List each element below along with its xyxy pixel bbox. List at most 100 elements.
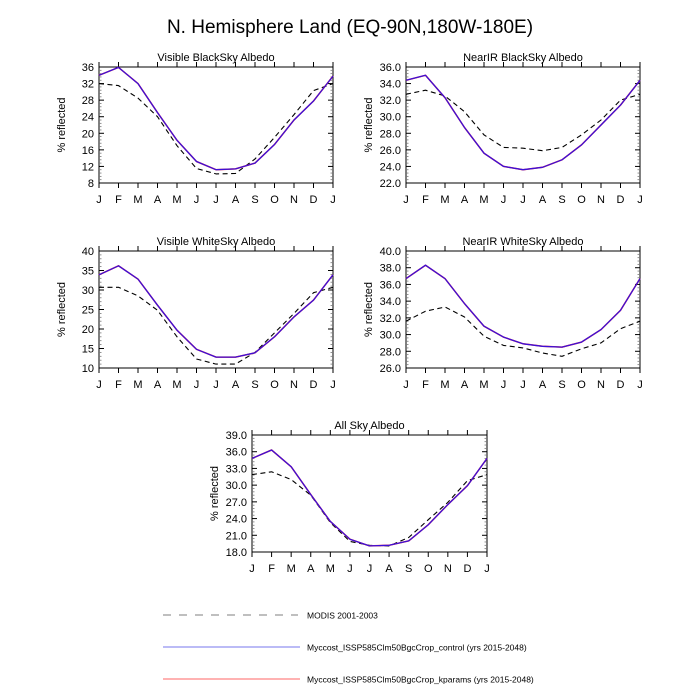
legend-entry-modis: MODIS 2001-2003: [163, 611, 378, 621]
x-tick-label: F: [115, 379, 122, 391]
y-tick-label: 35: [82, 266, 94, 278]
series-line-kparams: [98, 265, 334, 358]
x-tick-label: J: [213, 194, 219, 206]
x-tick-label: N: [444, 563, 452, 575]
x-tick-label: J: [194, 379, 200, 391]
panel-nearir-blacksky: NearIR BlackSky Albedo % reflected 22.0 24.…: [363, 52, 643, 206]
y-tick-label: 32.0: [380, 313, 401, 325]
x-tick-label: O: [270, 194, 279, 206]
y-tick-label: 30.0: [380, 330, 401, 342]
panel-title: NearIR BlackSky Albedo: [463, 52, 583, 64]
x-tick-label: M: [479, 194, 488, 206]
x-tick-label: J: [96, 379, 102, 391]
y-tick-label: 28.0: [380, 346, 401, 358]
x-tick-label: J: [249, 563, 255, 575]
y-tick-label: 38.0: [380, 263, 401, 275]
y-tick-label: 40: [82, 246, 94, 258]
x-tick-label: J: [520, 379, 526, 391]
y-tick-label: 26.0: [380, 363, 401, 375]
x-tick-label: O: [577, 379, 586, 391]
x-tick-label: M: [287, 563, 296, 575]
y-tick-label: 36: [82, 62, 94, 74]
panel-title: NearIR WhiteSky Albedo: [462, 236, 583, 248]
y-axis-label: % reflected: [56, 97, 68, 152]
x-tick-label: D: [463, 563, 471, 575]
legend-entry-control: Myccost_ISSP585Clm50BgcCrop_control (yrs…: [163, 643, 527, 653]
x-tick-label: A: [539, 379, 547, 391]
series-line-kparams: [405, 74, 641, 171]
x-tick-label: A: [154, 379, 162, 391]
series-line-control: [98, 66, 334, 171]
y-tick-label: 24: [82, 112, 94, 124]
x-tick-label: J: [347, 563, 353, 575]
x-tick-label: O: [577, 194, 586, 206]
legend-entry-kparams: Myccost_ISSP585Clm50BgcCrop_kparams (yrs…: [163, 675, 534, 685]
y-tick-label: 34.0: [380, 79, 401, 91]
x-tick-label: J: [194, 194, 200, 206]
legend-label-kparams: Myccost_ISSP585Clm50BgcCrop_kparams (yrs…: [307, 675, 534, 685]
x-tick-label: J: [501, 194, 507, 206]
series-line-kparams: [405, 264, 641, 348]
panel-nearir-whitesky: NearIR WhiteSky Albedo % reflected 26.0 28.…: [363, 236, 643, 391]
y-tick-label: 40.0: [380, 246, 401, 258]
x-tick-label: N: [290, 194, 298, 206]
x-tick-label: M: [172, 379, 181, 391]
legend-label-control: Myccost_ISSP585Clm50BgcCrop_control (yrs…: [307, 643, 527, 653]
x-tick-label: A: [461, 379, 469, 391]
y-axis-label: % reflected: [56, 282, 68, 337]
x-tick-label: S: [251, 379, 258, 391]
x-tick-label: J: [637, 194, 643, 206]
y-tick-label: 26.0: [380, 145, 401, 157]
x-tick-label: J: [403, 194, 409, 206]
y-tick-label: 27.0: [226, 497, 247, 509]
x-tick-label: J: [330, 194, 336, 206]
x-tick-label: J: [484, 563, 490, 575]
x-tick-label: M: [133, 194, 142, 206]
y-axis-label: % reflected: [209, 466, 221, 521]
x-tick-label: M: [172, 194, 181, 206]
x-tick-label: A: [307, 563, 315, 575]
y-tick-label: 18.0: [226, 547, 247, 559]
x-tick-label: J: [213, 379, 219, 391]
y-tick-label: 30.0: [226, 480, 247, 492]
x-tick-label: F: [115, 194, 122, 206]
x-tick-label: A: [539, 194, 547, 206]
x-tick-label: F: [422, 379, 429, 391]
panel-title: Visible BlackSky Albedo: [157, 52, 274, 64]
x-tick-label: N: [597, 194, 605, 206]
x-tick-label: J: [501, 379, 507, 391]
panel-title: All Sky Albedo: [334, 420, 404, 432]
x-tick-label: A: [461, 194, 469, 206]
x-tick-label: F: [422, 194, 429, 206]
y-tick-label: 28: [82, 95, 94, 107]
y-tick-label: 36.0: [380, 279, 401, 291]
y-tick-label: 36.0: [226, 447, 247, 459]
y-tick-label: 36.0: [380, 62, 401, 74]
panel-visible-blacksky: Visible BlackSky Albedo % reflected 8 12 16 2…: [56, 52, 336, 206]
x-tick-label: S: [251, 194, 258, 206]
series-line-modis: [251, 471, 488, 547]
x-tick-label: J: [637, 379, 643, 391]
x-tick-label: M: [479, 379, 488, 391]
y-tick-label: 25: [82, 305, 94, 317]
plot-frame: [405, 66, 641, 184]
x-tick-label: N: [290, 379, 298, 391]
y-tick-label: 10: [82, 363, 94, 375]
series-line-control: [405, 264, 641, 348]
x-tick-label: S: [558, 379, 565, 391]
y-tick-label: 12: [82, 161, 94, 173]
y-tick-label: 32.0: [380, 95, 401, 107]
y-tick-label: 30.0: [380, 112, 401, 124]
y-tick-label: 22.0: [380, 178, 401, 190]
legend-label-modis: MODIS 2001-2003: [307, 611, 378, 621]
x-tick-label: J: [330, 379, 336, 391]
x-tick-label: S: [558, 194, 565, 206]
x-tick-label: D: [310, 194, 318, 206]
series-line-modis: [99, 286, 334, 365]
y-tick-label: 39.0: [226, 430, 247, 442]
x-tick-label: O: [424, 563, 433, 575]
figure-title: N. Hemisphere Land (EQ-90N,180W-180E): [166, 17, 534, 38]
x-tick-label: M: [133, 379, 142, 391]
plot-frame: [251, 434, 488, 553]
x-tick-label: J: [96, 194, 102, 206]
